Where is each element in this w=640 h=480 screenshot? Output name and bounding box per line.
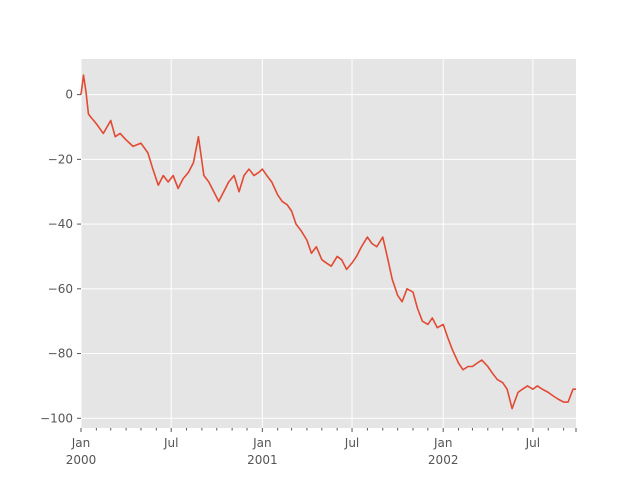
y-tick-label: −80 — [48, 347, 73, 361]
y-tick-label: −20 — [48, 152, 73, 166]
y-tick-label: −60 — [48, 282, 73, 296]
y-tick-label: −40 — [48, 217, 73, 231]
x-tick-label-month: Jul — [344, 436, 359, 450]
x-tick-label-year: 2002 — [428, 453, 459, 467]
x-tick-label-year: 2000 — [66, 453, 97, 467]
x-tick-label-month: Jan — [71, 436, 91, 450]
x-tick-label-month: Jan — [433, 436, 453, 450]
y-axis: 0 −20 −40 −60 −80 −100 — [40, 88, 81, 425]
x-tick-label-month: Jan — [252, 436, 272, 450]
y-tick-label: 0 — [65, 88, 73, 102]
x-tick-label-year: 2001 — [247, 453, 278, 467]
gridlines — [80, 59, 576, 428]
x-tick-label-month: Jul — [525, 436, 540, 450]
y-tick-label: −100 — [40, 411, 73, 425]
plot-area — [81, 59, 576, 428]
x-axis: Jan 2000 Jul Jan 2001 Jul Jan 2002 Jul — [66, 428, 577, 467]
x-tick-label-month: Jul — [163, 436, 178, 450]
series-line — [80, 74, 576, 410]
